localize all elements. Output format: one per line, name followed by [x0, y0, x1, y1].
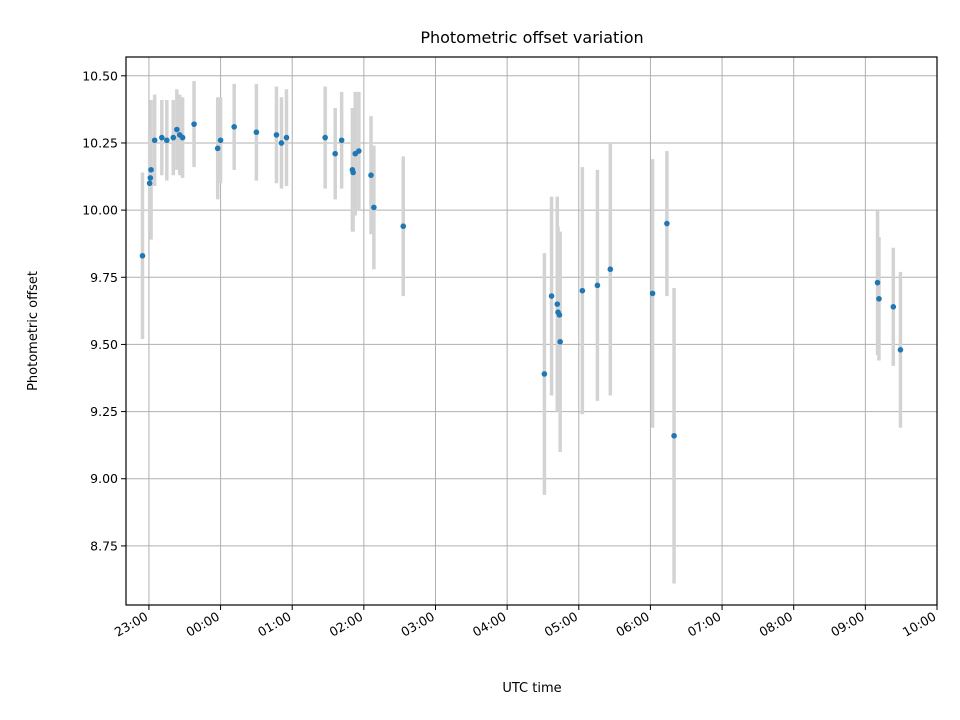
data-point [253, 129, 260, 136]
data-point [283, 134, 290, 141]
x-tick-label: 10:00 [900, 609, 939, 640]
data-point [876, 295, 882, 302]
data-points [139, 121, 904, 439]
data-point [400, 223, 407, 230]
x-tick-label: 02:00 [327, 609, 366, 640]
y-tick-label: 9.50 [90, 337, 118, 352]
x-tick-label: 03:00 [398, 609, 437, 640]
data-point [557, 338, 563, 345]
x-tick-label: 08:00 [757, 609, 796, 640]
data-point [179, 134, 186, 141]
data-point [191, 121, 197, 127]
data-point [548, 293, 555, 299]
y-tick-label: 9.75 [90, 270, 118, 285]
data-point [170, 134, 177, 141]
data-point [146, 180, 153, 187]
data-point [554, 301, 561, 307]
data-point [159, 134, 165, 141]
data-point [273, 132, 280, 138]
chart-title: Photometric offset variation [420, 28, 643, 47]
y-tick-label: 9.25 [90, 404, 118, 419]
data-point [607, 266, 614, 273]
data-point [332, 150, 338, 157]
data-point [371, 204, 377, 211]
data-point [231, 124, 237, 130]
x-tick-label: 05:00 [542, 609, 581, 640]
data-point [541, 371, 548, 377]
y-tick-label: 8.75 [90, 538, 118, 553]
data-point [217, 137, 224, 144]
data-point [174, 126, 180, 133]
data-point [214, 145, 221, 152]
data-point [897, 347, 904, 353]
data-point [139, 252, 146, 259]
data-point [148, 167, 154, 173]
x-tick-label: 09:00 [828, 609, 867, 640]
x-tick-label: 04:00 [470, 609, 509, 640]
error-bars [140, 81, 903, 584]
y-tick-label: 10.00 [82, 203, 118, 218]
y-tick-label: 10.25 [82, 135, 118, 150]
data-point [671, 432, 677, 439]
x-tick-label: 06:00 [613, 609, 652, 640]
data-point [338, 137, 345, 144]
y-axis: 8.75 9.00 9.25 9.50 9.75 10.00 10.25 10.50 [82, 68, 126, 553]
data-point [356, 148, 362, 154]
plot-frame [125, 56, 938, 606]
data-point [278, 140, 285, 146]
data-point [649, 290, 656, 297]
data-point [579, 287, 586, 294]
x-tick-label: 01:00 [255, 609, 294, 640]
data-point [664, 220, 670, 227]
data-point [890, 304, 897, 310]
data-point [164, 137, 170, 144]
data-point [594, 282, 601, 289]
data-point [151, 137, 158, 144]
x-tick-label: 23:00 [112, 609, 151, 640]
data-point [556, 312, 563, 318]
x-tick-label: 07:00 [685, 609, 724, 640]
data-point [368, 172, 374, 178]
y-axis-label: Photometric offset [26, 271, 41, 391]
grid-lines [126, 57, 938, 605]
data-point [147, 175, 154, 181]
data-point [322, 134, 328, 141]
data-point [350, 169, 356, 176]
y-tick-label: 9.00 [90, 471, 118, 486]
x-axis-label: UTC time [502, 681, 561, 696]
y-tick-label: 10.50 [82, 68, 118, 83]
data-point [874, 279, 881, 286]
x-tick-label: 00:00 [183, 609, 222, 640]
x-axis: 23:00 00:00 01:00 02:00 03:00 04:00 05:00 06:00… [112, 605, 939, 640]
